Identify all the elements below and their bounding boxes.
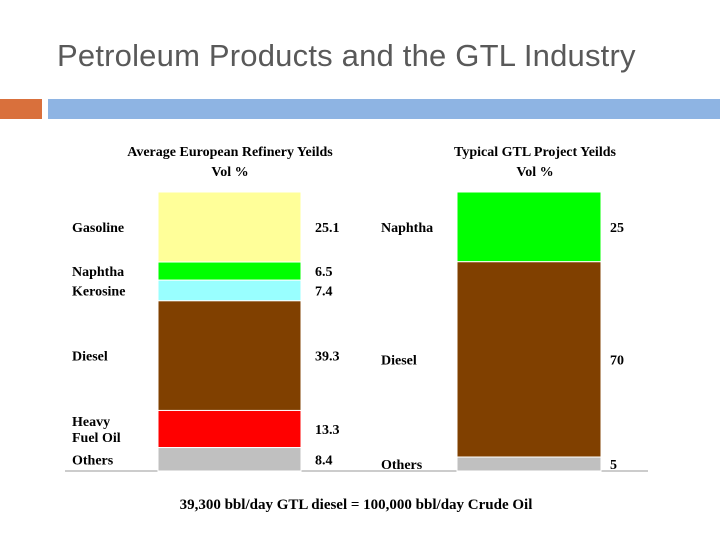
refinery-unit-label: Vol % [211,165,248,180]
gtl-label-naphtha: Naphtha [381,221,433,236]
refinery-label-kerosine: Kerosine [72,284,125,299]
refinery-label-others: Others [72,453,114,468]
refinery-segment-naphtha [157,261,302,281]
refinery-segment-gasoline [157,191,302,263]
refinery-label-naphtha: Naphtha [72,265,124,280]
refinery-segment-diesel [157,300,302,411]
gtl-segment-diesel [456,261,602,458]
refinery-value-heavy-fuel-oil: 13.3 [315,423,340,438]
gtl-value-diesel: 70 [610,353,624,368]
title-underline-bar [48,99,720,119]
refinery-segment-others [157,447,302,472]
stacked-bar-chart: 39,300 bbl/day GTL diesel = 100,000 bbl/… [65,145,648,513]
refinery-value-naphtha: 6.5 [315,265,333,280]
refinery-label-heavy-fuel-oil: Heavy Fuel Oil [72,415,121,446]
gtl-segment-others [456,456,602,472]
refinery-segment-heavy-fuel-oil [157,409,302,449]
refinery-value-diesel: 39.3 [315,350,340,365]
accent-block [0,99,42,119]
refinery-value-gasoline: 25.1 [315,221,340,236]
gtl-value-others: 5 [610,458,617,473]
refinery-title: Average European Refinery Yeilds [127,145,333,160]
chart-panel: 39,300 bbl/day GTL diesel = 100,000 bbl/… [65,133,648,517]
gtl-value-naphtha: 25 [610,221,624,236]
refinery-label-gasoline: Gasoline [72,221,124,236]
gtl-segment-naphtha [456,191,602,263]
refinery-value-others: 8.4 [315,453,333,468]
refinery-label-diesel: Diesel [72,350,108,365]
refinery-value-kerosine: 7.4 [315,284,333,299]
gtl-title: Typical GTL Project Yeilds [454,145,616,160]
slide-title: Petroleum Products and the GTL Industry [57,38,636,73]
gtl-unit-label: Vol % [516,165,553,180]
chart-footnote: 39,300 bbl/day GTL diesel = 100,000 bbl/… [180,497,533,513]
gtl-label-diesel: Diesel [381,353,417,368]
refinery-segment-kerosine [157,279,302,302]
gtl-label-others: Others [381,458,423,473]
